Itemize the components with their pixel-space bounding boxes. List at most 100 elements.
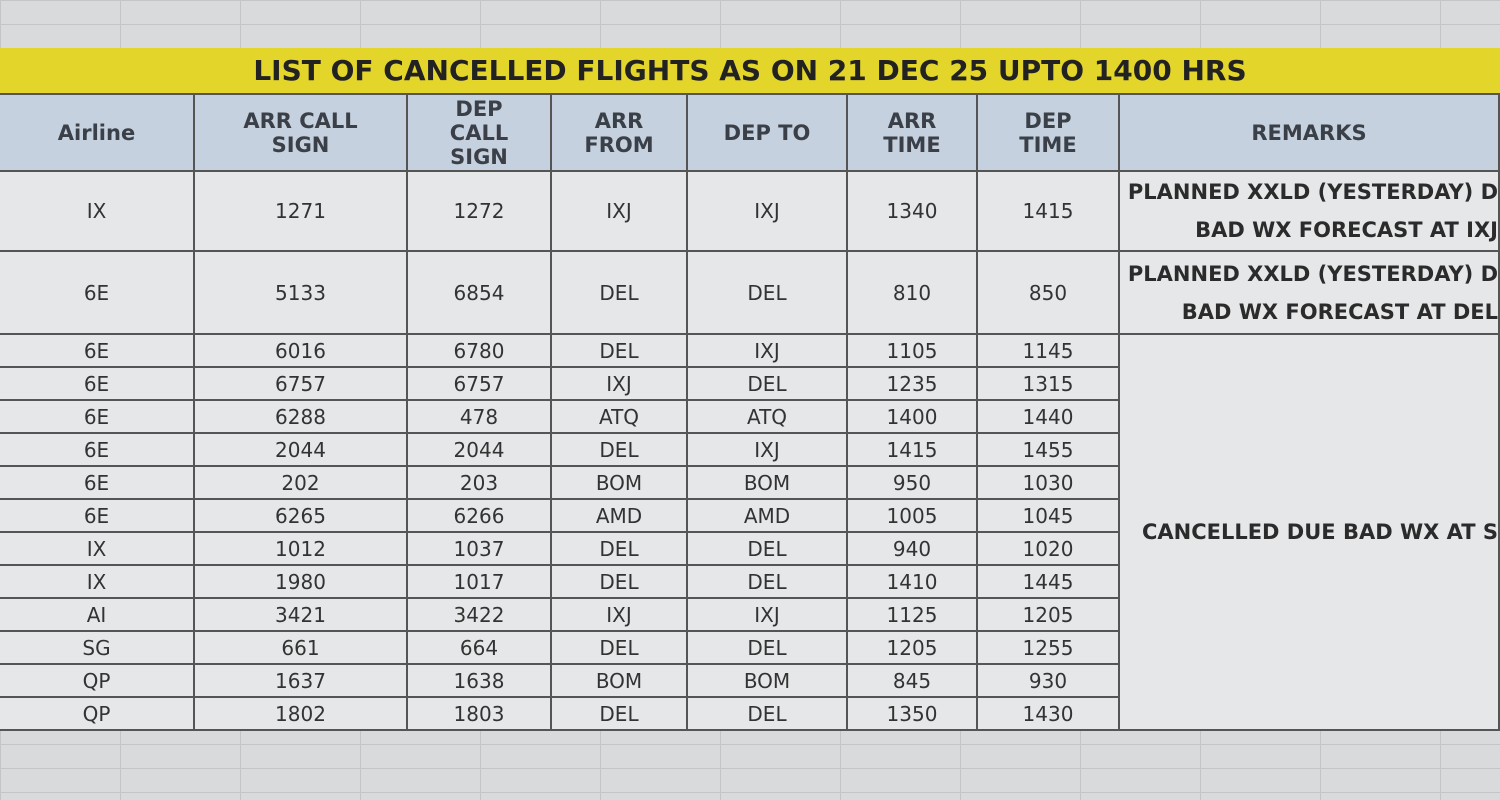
cell-text: 6E: [83, 437, 110, 462]
data-cell: 1271: [195, 172, 408, 252]
cell-text: DEL: [599, 569, 639, 594]
data-cell: 203: [408, 467, 552, 500]
remark-text: BAD WX FORECAST AT IXJ: [1195, 218, 1498, 242]
cell-text: 1037: [453, 536, 505, 561]
cell-text: 202: [281, 470, 320, 495]
cell-text: 6E: [83, 503, 110, 528]
data-cell: IX: [0, 172, 195, 252]
header-text: ARR FROM: [584, 108, 654, 157]
cell-text: 850: [1028, 280, 1068, 305]
cell-text: AMD: [743, 503, 791, 528]
data-cell: DEL: [552, 566, 688, 599]
data-cell: 810: [848, 252, 978, 335]
data-cell: ATQ: [688, 401, 848, 434]
cell-text: ATQ: [598, 404, 640, 429]
cell-text: 1045: [1022, 503, 1074, 528]
header-cell: REMARKS: [1120, 95, 1500, 172]
data-cell: 1012: [195, 533, 408, 566]
data-cell: ATQ: [552, 401, 688, 434]
cell-text: DEL: [747, 371, 787, 396]
remark-cell: PLANNED XXLD (YESTERDAY) D BAD WX FORECAS…: [1120, 172, 1500, 252]
cell-text: 950: [892, 470, 932, 495]
cell-text: 1440: [1022, 404, 1074, 429]
cell-text: 3421: [275, 602, 326, 627]
data-cell: 6016: [195, 335, 408, 368]
data-cell: 1017: [408, 566, 552, 599]
data-cell: 5133: [195, 252, 408, 335]
data-cell: QP: [0, 665, 195, 698]
data-cell: AMD: [552, 500, 688, 533]
data-cell: 1205: [978, 599, 1120, 632]
cell-text: 478: [459, 404, 499, 429]
cell-text: 930: [1028, 668, 1068, 693]
data-cell: 1803: [408, 698, 552, 731]
data-cell: DEL: [688, 533, 848, 566]
cell-text: 1410: [886, 569, 938, 594]
cell-text: 6E: [83, 371, 110, 396]
data-cell: 1205: [848, 632, 978, 665]
cell-text: 1272: [453, 199, 505, 223]
data-cell: 1980: [195, 566, 408, 599]
data-cell: 1638: [408, 665, 552, 698]
data-cell: BOM: [552, 467, 688, 500]
data-cell: 1145: [978, 335, 1120, 368]
cell-text: 1350: [886, 701, 938, 726]
data-cell: 1020: [978, 533, 1120, 566]
cell-text: IX: [86, 569, 107, 594]
data-cell: 1415: [978, 172, 1120, 252]
data-cell: 1802: [195, 698, 408, 731]
data-cell: AMD: [688, 500, 848, 533]
data-cell: IXJ: [688, 434, 848, 467]
cell-text: 845: [892, 668, 932, 693]
data-cell: 1037: [408, 533, 552, 566]
cell-text: DEL: [599, 280, 639, 305]
cell-text: BOM: [743, 668, 791, 693]
cell-text: 1400: [886, 404, 938, 429]
data-cell: 1030: [978, 467, 1120, 500]
data-cell: 1637: [195, 665, 408, 698]
data-cell: 1315: [978, 368, 1120, 401]
header-cell: DEP CALL SIGN: [408, 95, 552, 172]
header-cell: ARR TIME: [848, 95, 978, 172]
data-cell: 1125: [848, 599, 978, 632]
cell-text: AI: [86, 602, 107, 627]
header-text: DEP CALL SIGN: [449, 96, 509, 169]
header-cell: Airline: [0, 95, 195, 172]
cell-text: DEL: [747, 536, 787, 561]
data-cell: 1415: [848, 434, 978, 467]
cell-text: 1235: [886, 371, 938, 396]
header-cell: ARR CALL SIGN: [195, 95, 408, 172]
cell-text: 6265: [275, 503, 326, 528]
header-text: ARR TIME: [883, 108, 941, 157]
cell-text: 2044: [275, 437, 326, 462]
cell-text: 1125: [886, 602, 938, 627]
cell-text: IXJ: [754, 437, 780, 462]
data-cell: 950: [848, 467, 978, 500]
data-cell: DEL: [688, 566, 848, 599]
data-cell: BOM: [688, 665, 848, 698]
data-cell: 6E: [0, 335, 195, 368]
data-cell: 1255: [978, 632, 1120, 665]
data-cell: IXJ: [688, 599, 848, 632]
cell-text: 6757: [453, 371, 505, 396]
cell-text: IXJ: [606, 199, 632, 223]
data-cell: 1440: [978, 401, 1120, 434]
data-cell: 1105: [848, 335, 978, 368]
data-cell: 1235: [848, 368, 978, 401]
data-cell: IX: [0, 566, 195, 599]
cell-text: IXJ: [754, 199, 780, 223]
cell-text: 1802: [275, 701, 326, 726]
data-cell: DEL: [688, 632, 848, 665]
cell-text: 2044: [453, 437, 505, 462]
data-cell: IXJ: [688, 335, 848, 368]
cell-text: 661: [281, 635, 320, 660]
cell-text: 6E: [83, 338, 110, 363]
data-cell: 6780: [408, 335, 552, 368]
data-cell: QP: [0, 698, 195, 731]
data-cell: BOM: [552, 665, 688, 698]
data-cell: 6266: [408, 500, 552, 533]
remark-text: BAD WX FORECAST AT DEL: [1181, 299, 1498, 324]
cell-text: DEL: [747, 280, 787, 305]
cell-text: IX: [86, 199, 107, 223]
